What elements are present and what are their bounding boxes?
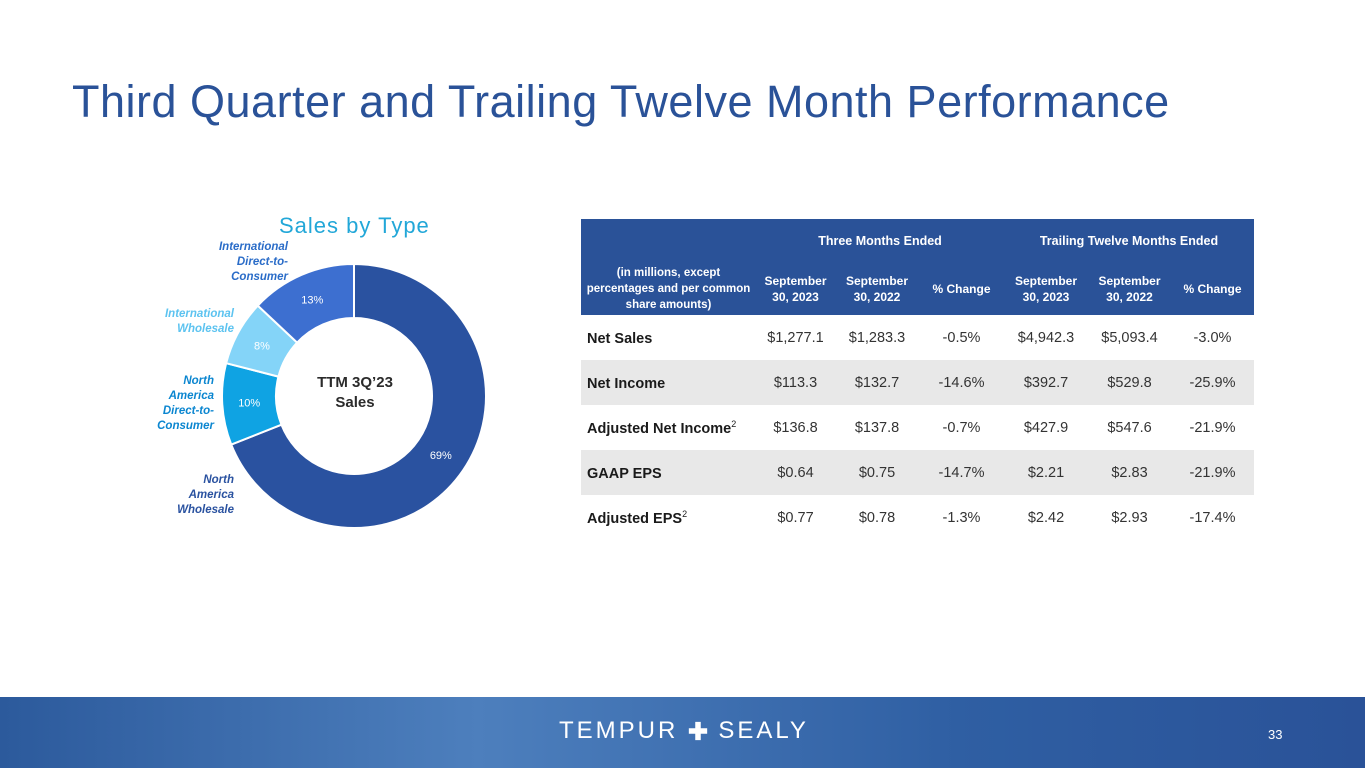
table-cell: -21.9% [1171,450,1254,495]
slice-label-69: 69% [430,450,452,462]
legend-line: International [164,308,234,320]
donut-center-label: TTM 3Q’23 Sales [300,373,410,413]
table-cell: $1,277.1 [767,329,824,346]
group-header-ttm: Trailing Twelve Months Ended [1004,219,1254,263]
column-header: September 30, 2023 [1004,263,1088,315]
tempur-sealy-logo: TEMPUR SEALY [559,717,809,745]
row-label: Net Sales [587,330,653,347]
column-header: September 30, 2022 [1088,263,1171,315]
legend-line: Consumer [231,271,288,283]
page-number: 33 [1268,727,1283,742]
performance-table: Three Months Ended Trailing Twelve Month… [581,219,1254,540]
legend-line: America [168,390,214,402]
donut-center-line1: TTM 3Q’23 [317,374,393,391]
legend-line: Wholesale [177,504,234,516]
column-header: % Change [1171,263,1254,315]
slice-label-8: 8% [254,340,270,352]
legend-label-intl-dtc: International Direct-to- Consumer [219,240,288,285]
plus-icon [689,721,708,741]
legend-label-intl-wholesale: International Wholesale [165,307,234,337]
table-cell: -3.0% [1193,329,1232,346]
table-row-gaap-eps: GAAP EPS $0.64 $0.75 -14.7% $2.21 $2.83 … [581,450,1254,495]
table-cell: $136.8 [773,419,818,436]
legend-line: America [188,489,234,501]
row-header-label: (in millions, except percentages and per… [581,263,756,315]
donut-slice-na-wholesale [229,262,487,529]
table-cell: $132.7 [835,360,919,405]
table-cell: $2.42 [1027,509,1065,526]
row-label: GAAP EPS [581,450,756,495]
legend-label-na-wholesale: North America Wholesale [177,473,234,518]
table-cell: $0.78 [858,509,896,526]
table-cell: -0.7% [942,419,981,436]
group-header-three-months: Three Months Ended [756,219,1004,263]
table-cell: $529.8 [1088,360,1171,405]
table-cell: $5,093.4 [1101,329,1158,346]
chart-title: Sales by Type [279,213,430,238]
table-cell: $392.7 [1004,360,1088,405]
table-cell: -14.6% [919,360,1004,405]
legend-line: Wholesale [177,323,234,335]
table-cell: $1,283.3 [848,329,906,346]
page-title: Third Quarter and Trailing Twelve Month … [72,76,1170,127]
slice-label-13: 13% [301,295,323,307]
table-cell: $2.83 [1088,450,1171,495]
legend-line: North [183,375,214,387]
logo-text-sealy: SEALY [718,717,809,744]
table-row-adjusted-net-income: Adjusted Net Income2 $136.8 $137.8 -0.7%… [581,405,1254,450]
logo-text-tempur: TEMPUR [559,717,679,744]
table-cell: $113.3 [756,360,835,405]
table-cell: -1.3% [942,509,981,526]
table-cell: $0.64 [756,450,835,495]
slice-label-10: 10% [238,398,260,410]
table-cell: $547.6 [1107,419,1152,436]
table-cell: $427.9 [1023,419,1069,436]
legend-line: Consumer [157,420,214,432]
table-row-net-sales: Net Sales $1,277.1 $1,283.3 -0.5% $4,942… [581,315,1254,360]
column-header: % Change [919,263,1004,315]
table-row-adjusted-eps: Adjusted EPS2 $0.77 $0.78 -1.3% $2.42 $2… [581,495,1254,540]
row-label: Net Income [581,360,756,405]
legend-line: North [203,474,234,486]
table-group-header-row: Three Months Ended Trailing Twelve Month… [581,219,1254,263]
table-cell: $0.77 [777,509,814,526]
column-header: September 30, 2022 [835,263,919,315]
table-cell: -14.7% [919,450,1004,495]
table-cell: -21.9% [1189,419,1236,436]
donut-center-line2: Sales [335,394,375,411]
table-cell: -0.5% [942,329,981,346]
row-label: Adjusted Net Income2 [587,418,737,437]
legend-line: Direct-to- [162,405,214,417]
legend-label-na-dtc: North America Direct-to- Consumer [157,374,214,434]
donut-slice-intl-dtc [256,262,355,345]
row-label: Adjusted EPS2 [587,508,688,527]
table-cell: $2.93 [1111,509,1148,526]
legend-line: Direct-to- [236,256,288,268]
table-row-net-income: Net Income $113.3 $132.7 -14.6% $392.7 $… [581,360,1254,405]
table-header-blank [581,219,756,263]
table-cell: -17.4% [1189,509,1236,526]
table-cell: -25.9% [1171,360,1254,405]
table-cell: $4,942.3 [1017,329,1075,346]
table-cell: $137.8 [854,419,900,436]
column-header: September 30, 2023 [756,263,835,315]
table-cell: $2.21 [1004,450,1088,495]
legend-line: International [218,241,288,253]
table-cell: $0.75 [835,450,919,495]
table-column-header-row: (in millions, except percentages and per… [581,263,1254,315]
footer-bar: TEMPUR SEALY 33 [0,697,1365,768]
